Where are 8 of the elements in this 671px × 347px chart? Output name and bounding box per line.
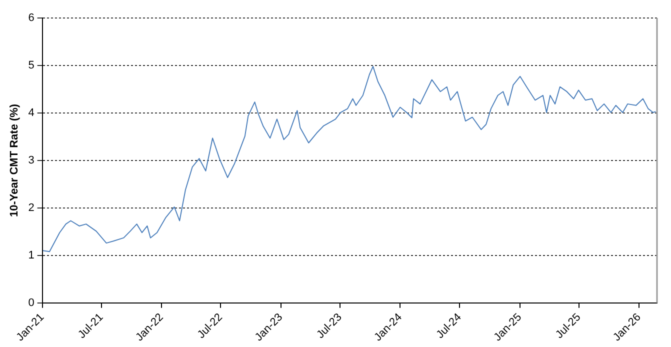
y-tick-label: 3 (28, 154, 34, 166)
y-tick-label: 2 (28, 202, 34, 214)
y-tick-label: 0 (28, 296, 34, 309)
y-tick-label: 4 (28, 106, 34, 119)
y-tick-label: 1 (28, 249, 34, 262)
y-axis-title: 10-Year CMT Rate (%) (8, 104, 21, 217)
y-tick-label: 6 (28, 12, 34, 24)
y-tick-label: 5 (28, 60, 34, 72)
